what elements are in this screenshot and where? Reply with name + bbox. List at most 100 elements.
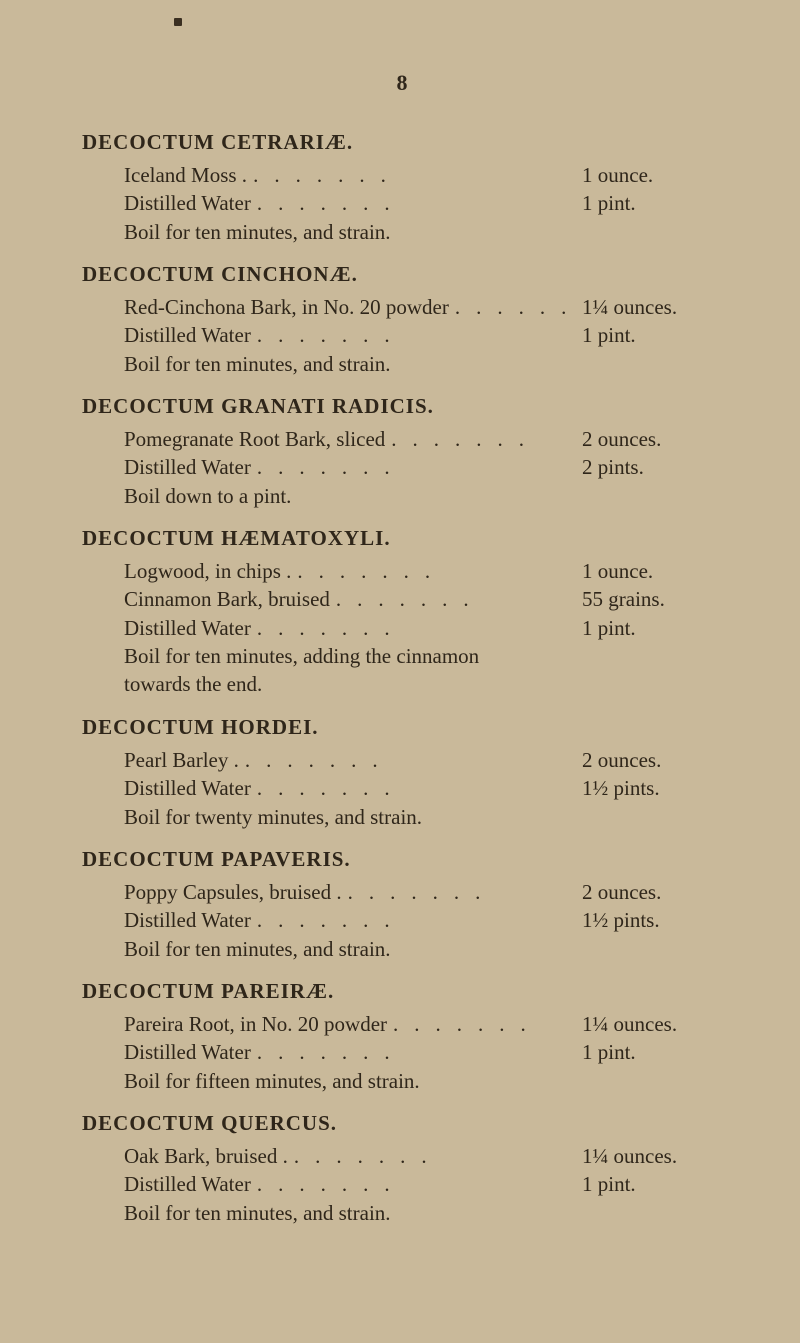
amount-text: 1¼ ounces.: [582, 293, 722, 321]
instruction-line: Boil for ten minutes, adding the cinnamo…: [82, 642, 722, 699]
recipe-title: DECOCTUM HORDEI.: [82, 715, 722, 740]
amount-text: 2 pints.: [582, 453, 722, 481]
amount-text: 1 pint.: [582, 1170, 722, 1198]
ingredient-text: Distilled Water: [124, 1038, 251, 1066]
amount-text: 1½ pints.: [582, 774, 722, 802]
recipe: DECOCTUM HORDEI. Pearl Barley ........2 o…: [82, 715, 722, 831]
instruction-line: Boil down to a pint.: [82, 482, 722, 510]
ingredient-line: Oak Bark, bruised ........1¼ ounces.: [82, 1142, 722, 1170]
page-speck: [174, 18, 182, 26]
instruction-line: Boil for twenty minutes, and strain.: [82, 803, 722, 831]
ingredient-line: Cinnamon Bark, bruised.......55 grains.: [82, 585, 722, 613]
recipe: DECOCTUM GRANATI RADICIS. Pomegranate Roo…: [82, 394, 722, 510]
instruction-text: Boil for ten minutes, and strain.: [124, 935, 722, 963]
instruction-text: Boil for fifteen minutes, and strain.: [124, 1067, 722, 1095]
dot-leader: .......: [387, 1010, 582, 1038]
instruction-text: Boil for twenty minutes, and strain.: [124, 803, 722, 831]
instruction-line: Boil for ten minutes, and strain.: [82, 935, 722, 963]
ingredient-line: Pomegranate Root Bark, sliced.......2 ou…: [82, 425, 722, 453]
instruction-line: Boil for fifteen minutes, and strain.: [82, 1067, 722, 1095]
instruction-line: Boil for ten minutes, and strain.: [82, 1199, 722, 1227]
ingredient-text: Distilled Water: [124, 906, 251, 934]
page-container: 8 DECOCTUM CETRARIÆ. Iceland Moss .......…: [0, 0, 800, 1283]
recipe: DECOCTUM HÆMATOXYLI. Logwood, in chips ..…: [82, 526, 722, 699]
ingredient-line: Red-Cinchona Bark, in No. 20 powder.....…: [82, 293, 722, 321]
ingredient-line: Distilled Water.......1 pint.: [82, 1170, 722, 1198]
dot-leader: .......: [251, 1170, 582, 1198]
dot-leader: .......: [385, 425, 582, 453]
dot-leader: .......: [330, 585, 582, 613]
amount-text: 1½ pints.: [582, 906, 722, 934]
ingredient-text: Logwood, in chips .: [124, 557, 291, 585]
ingredient-line: Pareira Root, in No. 20 powder.......1¼ …: [82, 1010, 722, 1038]
ingredient-line: Pearl Barley ........2 ounces.: [82, 746, 722, 774]
instruction-line: Boil for ten minutes, and strain.: [82, 350, 722, 378]
amount-text: 1 ounce.: [582, 161, 722, 189]
ingredient-text: Distilled Water: [124, 453, 251, 481]
recipe-title: DECOCTUM GRANATI RADICIS.: [82, 394, 722, 419]
recipe-title: DECOCTUM CINCHONÆ.: [82, 262, 722, 287]
instruction-text: Boil down to a pint.: [124, 482, 722, 510]
amount-text: 1 pint.: [582, 614, 722, 642]
instruction-text: Boil for ten minutes, and strain.: [124, 1199, 722, 1227]
recipe: DECOCTUM PAREIRÆ. Pareira Root, in No. 20…: [82, 979, 722, 1095]
recipe: DECOCTUM CETRARIÆ. Iceland Moss ........1…: [82, 130, 722, 246]
ingredient-line: Poppy Capsules, bruised ........2 ounces…: [82, 878, 722, 906]
ingredient-text: Distilled Water: [124, 774, 251, 802]
dot-leader: .......: [288, 1142, 582, 1170]
ingredient-text: Distilled Water: [124, 614, 251, 642]
amount-text: 1 ounce.: [582, 557, 722, 585]
amount-text: 1 pint.: [582, 1038, 722, 1066]
ingredient-text: Cinnamon Bark, bruised: [124, 585, 330, 613]
instruction-text: Boil for ten minutes, adding the cinnamo…: [124, 642, 722, 699]
recipe-title: DECOCTUM HÆMATOXYLI.: [82, 526, 722, 551]
amount-text: 55 grains.: [582, 585, 722, 613]
dot-leader: .......: [247, 161, 582, 189]
ingredient-text: Poppy Capsules, bruised .: [124, 878, 342, 906]
recipe: DECOCTUM CINCHONÆ. Red-Cinchona Bark, in …: [82, 262, 722, 378]
dot-leader: .......: [251, 321, 582, 349]
instruction-line: Boil for ten minutes, and strain.: [82, 218, 722, 246]
ingredient-text: Pearl Barley .: [124, 746, 239, 774]
ingredient-line: Logwood, in chips ........1 ounce.: [82, 557, 722, 585]
instruction-text: Boil for ten minutes, and strain.: [124, 350, 722, 378]
dot-leader: .......: [251, 906, 582, 934]
ingredient-line: Distilled Water.......1½ pints.: [82, 774, 722, 802]
ingredient-text: Red-Cinchona Bark, in No. 20 powder: [124, 293, 449, 321]
page-number: 8: [82, 70, 722, 96]
amount-text: 1 pint.: [582, 189, 722, 217]
ingredient-line: Distilled Water.......1 pint.: [82, 189, 722, 217]
ingredient-line: Iceland Moss ........1 ounce.: [82, 161, 722, 189]
dot-leader: .......: [449, 293, 582, 321]
ingredient-text: Distilled Water: [124, 1170, 251, 1198]
recipe-title: DECOCTUM PAREIRÆ.: [82, 979, 722, 1004]
recipe-title: DECOCTUM CETRARIÆ.: [82, 130, 722, 155]
ingredient-text: Pareira Root, in No. 20 powder: [124, 1010, 387, 1038]
dot-leader: .......: [251, 614, 582, 642]
ingredient-text: Iceland Moss .: [124, 161, 247, 189]
dot-leader: .......: [251, 774, 582, 802]
dot-leader: .......: [251, 453, 582, 481]
ingredient-text: Distilled Water: [124, 189, 251, 217]
amount-text: 1¼ ounces.: [582, 1142, 722, 1170]
ingredient-line: Distilled Water.......1 pint.: [82, 1038, 722, 1066]
amount-text: 2 ounces.: [582, 425, 722, 453]
recipe: DECOCTUM QUERCUS. Oak Bark, bruised .....…: [82, 1111, 722, 1227]
dot-leader: .......: [291, 557, 582, 585]
recipe-title: DECOCTUM QUERCUS.: [82, 1111, 722, 1136]
ingredient-text: Pomegranate Root Bark, sliced: [124, 425, 385, 453]
amount-text: 2 ounces.: [582, 746, 722, 774]
ingredient-text: Oak Bark, bruised .: [124, 1142, 288, 1170]
recipe-title: DECOCTUM PAPAVERIS.: [82, 847, 722, 872]
ingredient-line: Distilled Water.......1 pint.: [82, 614, 722, 642]
recipe: DECOCTUM PAPAVERIS. Poppy Capsules, bruis…: [82, 847, 722, 963]
ingredient-line: Distilled Water.......1 pint.: [82, 321, 722, 349]
recipes-list: DECOCTUM CETRARIÆ.Iceland Moss ........1…: [82, 130, 722, 1227]
dot-leader: .......: [239, 746, 582, 774]
ingredient-line: Distilled Water.......2 pints.: [82, 453, 722, 481]
dot-leader: .......: [342, 878, 582, 906]
amount-text: 1¼ ounces.: [582, 1010, 722, 1038]
amount-text: 1 pint.: [582, 321, 722, 349]
instruction-text: Boil for ten minutes, and strain.: [124, 218, 722, 246]
ingredient-line: Distilled Water.......1½ pints.: [82, 906, 722, 934]
